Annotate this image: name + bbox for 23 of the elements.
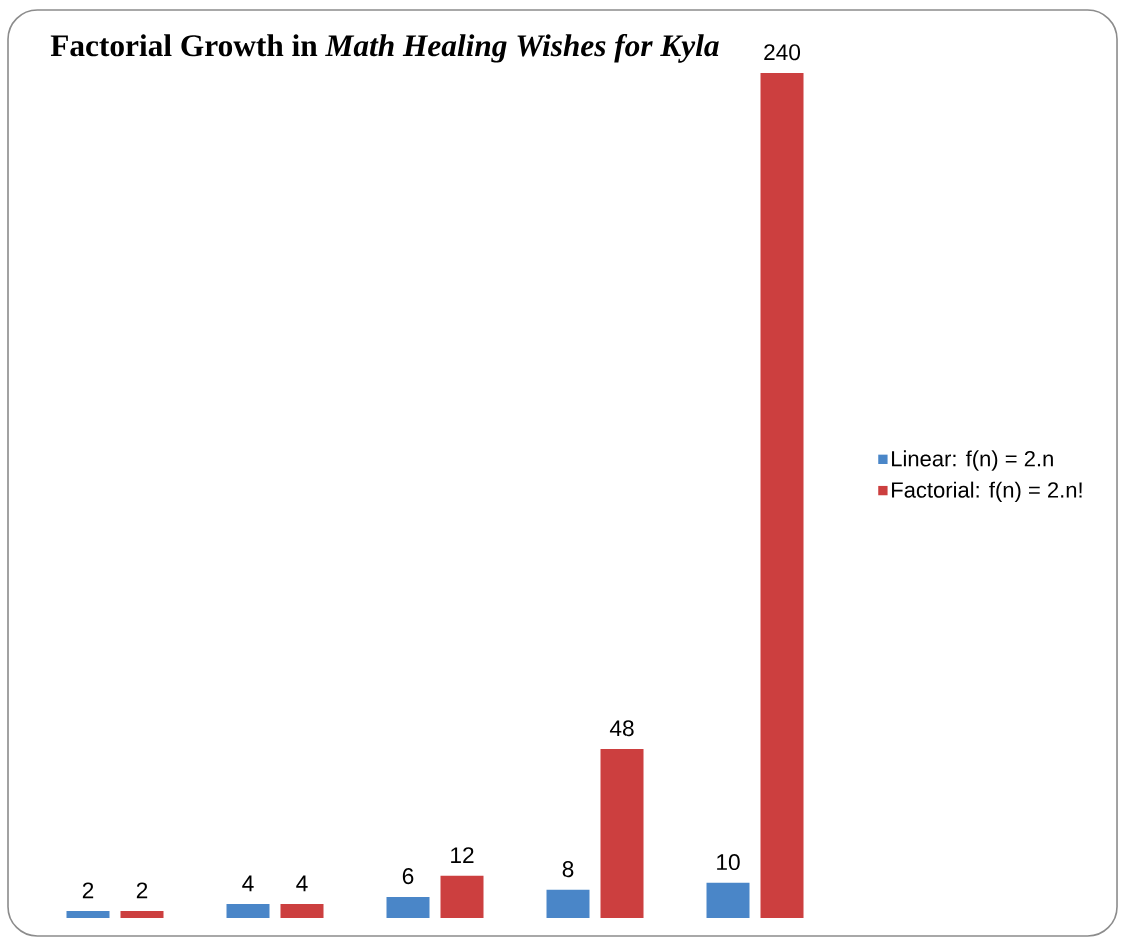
legend-label: Factorial: f(n) = 2.n! (892, 481, 1082, 503)
data-label: 12 (451, 847, 474, 864)
data-label: 2 (82, 882, 94, 899)
bar (440, 875, 484, 918)
data-label: 10 (717, 854, 740, 871)
bar (66, 910, 110, 918)
data-label: 4 (242, 875, 254, 892)
bar (760, 72, 804, 918)
data-label: 6 (402, 868, 414, 885)
data-label: 8 (562, 861, 574, 878)
bar (546, 889, 590, 918)
data-label: 240 (764, 44, 801, 61)
bar (386, 896, 430, 918)
bar (280, 903, 324, 918)
legend-label: Linear: f(n) = 2.n (892, 450, 1053, 471)
data-label: 2 (136, 882, 148, 899)
bar (706, 882, 750, 918)
data-label: 4 (296, 875, 308, 892)
chart-title: Factorial Growth in Math Healing Wishes for Kyla (50, 33, 719, 63)
bar (226, 903, 270, 918)
bar (600, 749, 644, 918)
bar (120, 910, 164, 918)
data-label: 48 (609, 720, 634, 737)
